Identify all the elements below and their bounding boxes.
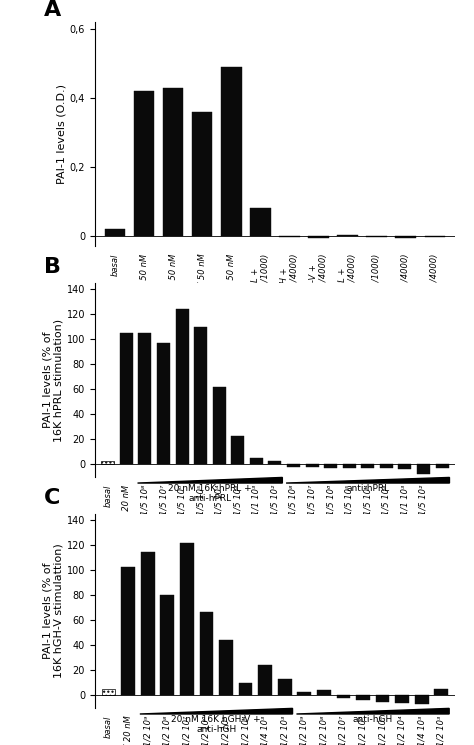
Bar	[160, 595, 174, 695]
Bar	[121, 566, 135, 695]
Text: 20 nM 16K hGH-V +
anti-hGH: 20 nM 16K hGH-V + anti-hGH	[172, 714, 261, 734]
Bar	[192, 112, 212, 235]
Bar	[361, 464, 374, 468]
Bar	[194, 327, 207, 464]
Bar	[239, 682, 252, 695]
Polygon shape	[286, 478, 449, 483]
Bar	[417, 464, 430, 475]
Bar	[337, 695, 350, 698]
Bar	[279, 235, 300, 237]
Bar	[157, 343, 170, 464]
Bar	[415, 695, 428, 704]
Bar	[200, 612, 213, 695]
Text: C: C	[45, 488, 61, 508]
Bar	[298, 691, 311, 695]
Bar	[425, 235, 445, 237]
Bar	[399, 464, 411, 469]
Bar	[395, 235, 416, 238]
Bar	[180, 543, 194, 695]
Bar	[395, 695, 409, 703]
Bar	[308, 235, 328, 238]
Text: B: B	[45, 257, 61, 277]
Bar	[317, 691, 331, 695]
Bar	[436, 464, 448, 468]
Text: anti-hGH: anti-hGH	[353, 714, 393, 723]
Bar	[268, 460, 282, 464]
Bar	[213, 387, 226, 464]
Bar	[163, 88, 183, 235]
Text: anti-hPRL: anti-hPRL	[346, 484, 389, 492]
Bar	[287, 464, 300, 467]
Bar	[343, 464, 356, 468]
Bar	[101, 460, 114, 464]
Bar	[250, 208, 271, 235]
Bar	[278, 679, 292, 695]
Bar	[231, 436, 244, 464]
Bar	[306, 464, 319, 467]
Bar	[134, 91, 155, 235]
Bar	[356, 695, 370, 700]
Bar	[250, 458, 263, 464]
Bar	[221, 67, 242, 235]
Bar	[141, 551, 155, 695]
Bar	[435, 689, 448, 695]
Y-axis label: PAI-1 levels (% of
16K hGH-V stimulattion): PAI-1 levels (% of 16K hGH-V stimulattio…	[42, 544, 64, 678]
Text: A: A	[45, 0, 62, 20]
Bar	[138, 333, 151, 464]
Bar	[219, 640, 233, 695]
Polygon shape	[296, 708, 449, 714]
Text: 20 nM 16K hPRL +
anti-hPRL: 20 nM 16K hPRL + anti-hPRL	[168, 484, 252, 503]
Bar	[175, 309, 189, 464]
Bar	[120, 333, 133, 464]
Polygon shape	[140, 708, 292, 714]
Bar	[324, 464, 337, 468]
Y-axis label: PAI-1 levels (% of
16K hPRL stimulation): PAI-1 levels (% of 16K hPRL stimulation)	[42, 318, 64, 442]
Bar	[366, 235, 387, 237]
Bar	[105, 229, 125, 235]
Bar	[101, 689, 115, 695]
Y-axis label: PAI-1 levels (O.D.): PAI-1 levels (O.D.)	[57, 84, 67, 184]
Bar	[376, 695, 390, 702]
Bar	[380, 464, 393, 468]
Polygon shape	[137, 478, 283, 483]
Bar	[258, 665, 272, 695]
